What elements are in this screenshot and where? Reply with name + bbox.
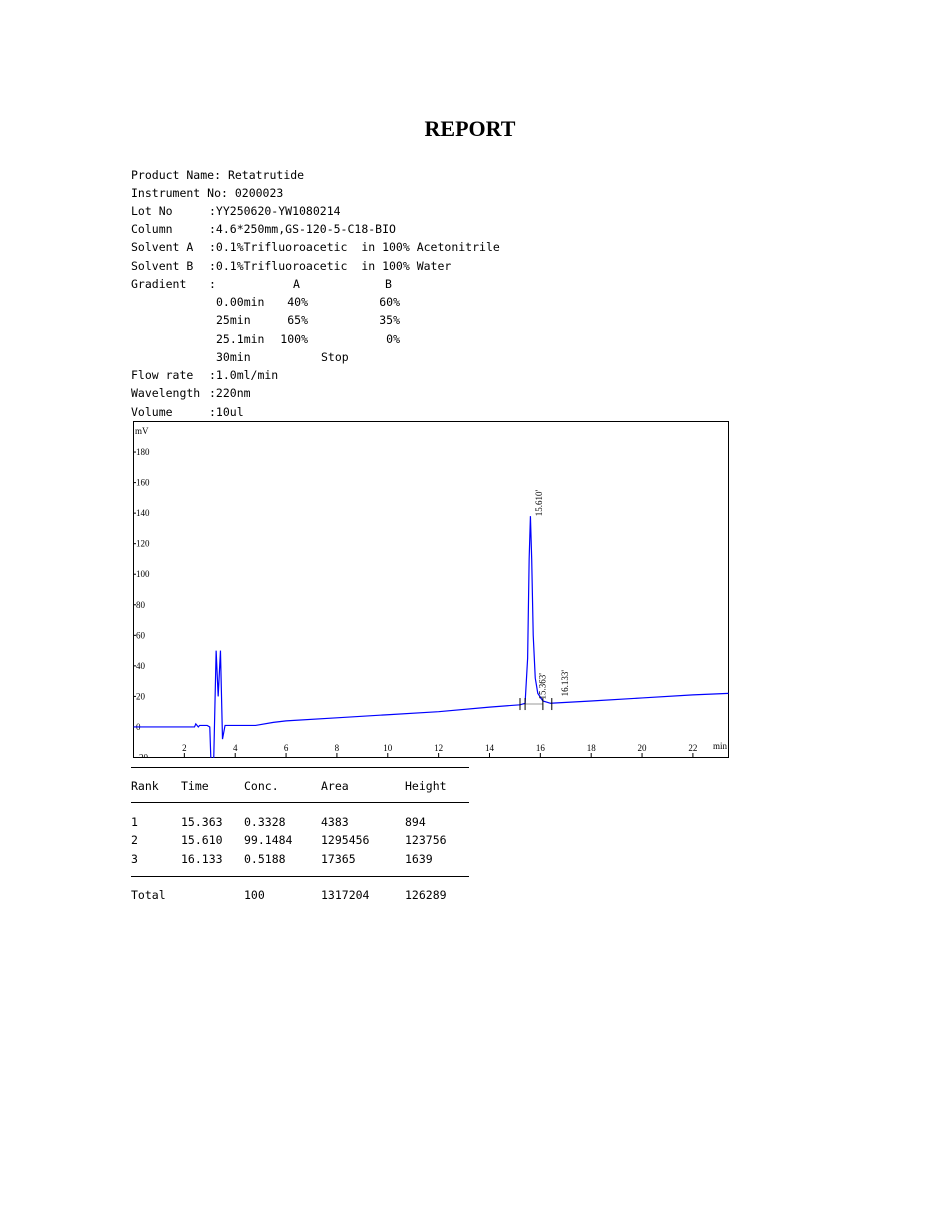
info-value: :10ul: [209, 405, 244, 419]
info-label: Gradient: [131, 277, 187, 291]
table-cell: 0.3328: [244, 815, 286, 829]
column-header: Rank: [131, 779, 159, 793]
gradient-a: 100%: [280, 332, 308, 346]
table-cell: 894: [405, 815, 426, 829]
table-cell: 1: [131, 815, 138, 829]
gradient-a: 40%: [287, 295, 308, 309]
gradient-time: 25.1min: [216, 332, 265, 346]
report-title: REPORT: [424, 116, 516, 141]
x-tick-label: 6: [284, 743, 289, 753]
info-value: :220nm: [209, 386, 251, 400]
peak-label: 15.363': [538, 673, 548, 700]
plot-frame: [133, 421, 729, 758]
table-cell: 3: [131, 852, 138, 866]
x-tick-label: 4: [233, 743, 238, 753]
table-cell: 17365: [321, 852, 356, 866]
column-header: Area: [321, 779, 349, 793]
y-tick-label: 140: [136, 508, 150, 518]
y-tick-label: 120: [136, 539, 150, 549]
column-header: Time: [181, 779, 209, 793]
peak-label: 15.610': [534, 489, 544, 516]
total-cell: 1317204: [321, 888, 370, 902]
table-cell: 0.5188: [244, 852, 286, 866]
x-tick-label: 12: [434, 743, 443, 753]
signal-trace: [133, 516, 729, 758]
total-cell: Total: [131, 888, 166, 902]
gradient-time: 30min: [216, 350, 251, 364]
x-tick-label: 2: [182, 743, 187, 753]
y-tick-label: 100: [136, 569, 150, 579]
table-cell: 15.363: [181, 815, 223, 829]
gradient-time: 25min: [216, 313, 251, 327]
total-cell: 126289: [405, 888, 447, 902]
y-tick-label: 60: [136, 630, 146, 640]
gradient-stop: Stop: [321, 350, 349, 364]
info-label: Column: [131, 222, 173, 236]
peak-label: 16.133': [560, 670, 570, 697]
y-tick-label: 80: [136, 600, 146, 610]
total-cell: 100: [244, 888, 265, 902]
table-rule: [131, 767, 469, 768]
x-tick-label: 14: [485, 743, 495, 753]
table-cell: 16.133: [181, 852, 223, 866]
info-label: Solvent A: [131, 240, 194, 254]
x-tick-label: 22: [688, 743, 697, 753]
y-tick-label: 160: [136, 478, 150, 488]
table-cell: 1295456: [321, 833, 370, 847]
table-cell: 1639: [405, 852, 433, 866]
info-value: :YY250620-YW1080214: [209, 204, 341, 218]
column-header: Conc.: [244, 779, 279, 793]
gradient-time: 0.00min: [216, 295, 265, 309]
info-value: :0.1%Trifluoroacetic in 100% Water: [209, 259, 452, 273]
x-tick-label: 18: [587, 743, 597, 753]
x-tick-label: 10: [383, 743, 393, 753]
table-cell: 4383: [321, 815, 349, 829]
info-value: :4.6*250mm,GS-120-5-C18-BIO: [209, 222, 396, 236]
y-tick-label: 180: [136, 447, 150, 457]
x-tick-label: 16: [536, 743, 546, 753]
table-cell: 99.1484: [244, 833, 293, 847]
info-label: Wavelength: [131, 386, 201, 400]
table-cell: 2: [131, 833, 138, 847]
info-value: 0200023: [227, 186, 284, 200]
gradient-header-b: B: [385, 277, 392, 291]
info-value: :0.1%Trifluoroacetic in 100% Acetonitril…: [209, 240, 500, 254]
gradient-a: 65%: [287, 313, 308, 327]
info-label: Flow rate: [131, 368, 194, 382]
info-label: Product Name:: [131, 168, 222, 182]
table-cell: 123756: [405, 833, 447, 847]
gradient-header-a: A: [293, 277, 300, 291]
y-tick-label: 20: [136, 691, 146, 701]
table-cell: 15.610: [181, 833, 223, 847]
y-axis-label: mV: [135, 426, 149, 436]
table-rule: [131, 876, 469, 877]
gradient-b: 0%: [386, 332, 400, 346]
info-value: :: [209, 277, 216, 291]
info-value: :1.0ml/min: [209, 368, 279, 382]
info-label: Instrument No:: [131, 186, 228, 200]
x-axis-label: min: [713, 741, 728, 751]
x-tick-label: 8: [335, 743, 340, 753]
table-rule: [131, 802, 469, 803]
info-label: Lot No: [131, 204, 173, 218]
gradient-b: 35%: [379, 313, 400, 327]
y-tick-label: 40: [136, 661, 146, 671]
info-label: Volume: [131, 405, 173, 419]
column-header: Height: [405, 779, 447, 793]
gradient-b: 60%: [379, 295, 400, 309]
y-tick-label: -20: [136, 753, 148, 759]
x-tick-label: 20: [638, 743, 648, 753]
info-value: Retatrutide: [221, 168, 305, 182]
info-label: Solvent B: [131, 259, 194, 273]
